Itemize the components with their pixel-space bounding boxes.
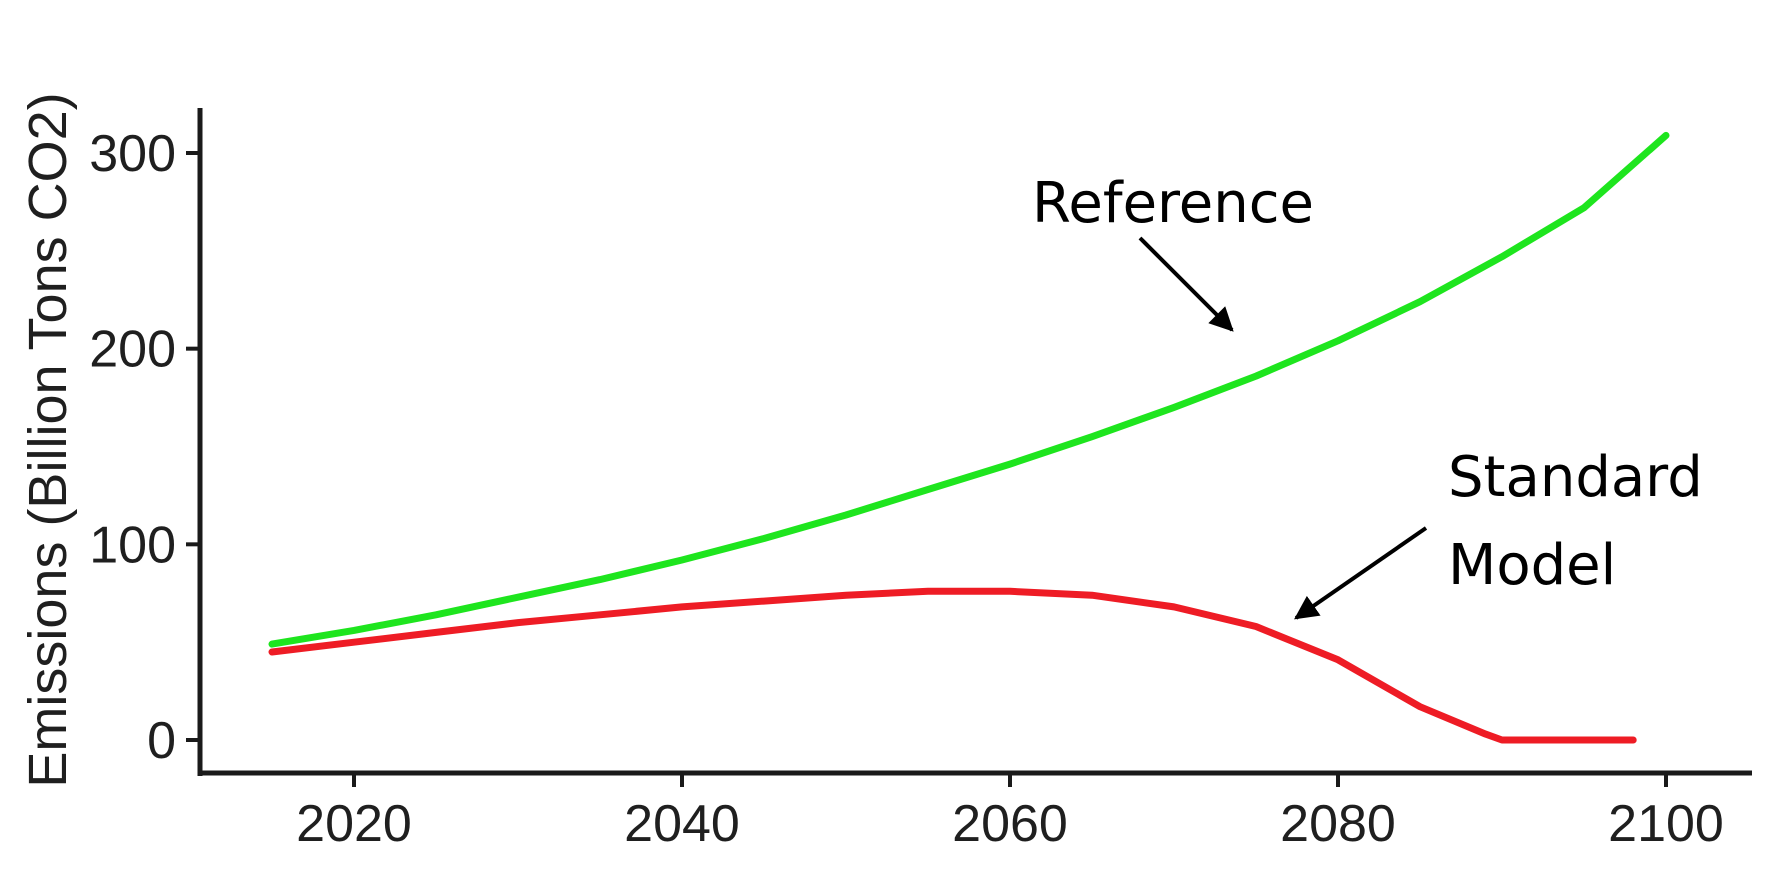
- y-ticks: 0 100 200 300: [89, 125, 200, 770]
- y-tick-label: 0: [147, 712, 176, 770]
- x-tick-label: 2060: [952, 795, 1068, 853]
- annotation-reference-label: Reference: [1032, 171, 1314, 236]
- x-ticks: 2020 2040 2060 2080 2100: [296, 773, 1724, 853]
- series-line-standard-model: [268, 587, 1637, 744]
- y-tick-label: 100: [89, 516, 176, 574]
- x-tick-label: 2040: [624, 795, 740, 853]
- annotation-reference-arrow: [1138, 236, 1234, 332]
- y-tick-label: 300: [89, 125, 176, 183]
- x-tick-label: 2020: [296, 795, 412, 853]
- annotation-standard-model-label-line1: Standard: [1448, 445, 1703, 510]
- x-tick-label: 2100: [1608, 795, 1724, 853]
- x-tick-label: 2080: [1280, 795, 1396, 853]
- series-line-reference: [268, 131, 1670, 648]
- annotation-standard-model-label-line2: Model: [1448, 533, 1616, 598]
- annotation-standard-model-arrow: [1294, 526, 1428, 620]
- y-tick-label: 200: [89, 321, 176, 379]
- y-axis-title: Emissions (Billion Tons CO2): [18, 92, 78, 787]
